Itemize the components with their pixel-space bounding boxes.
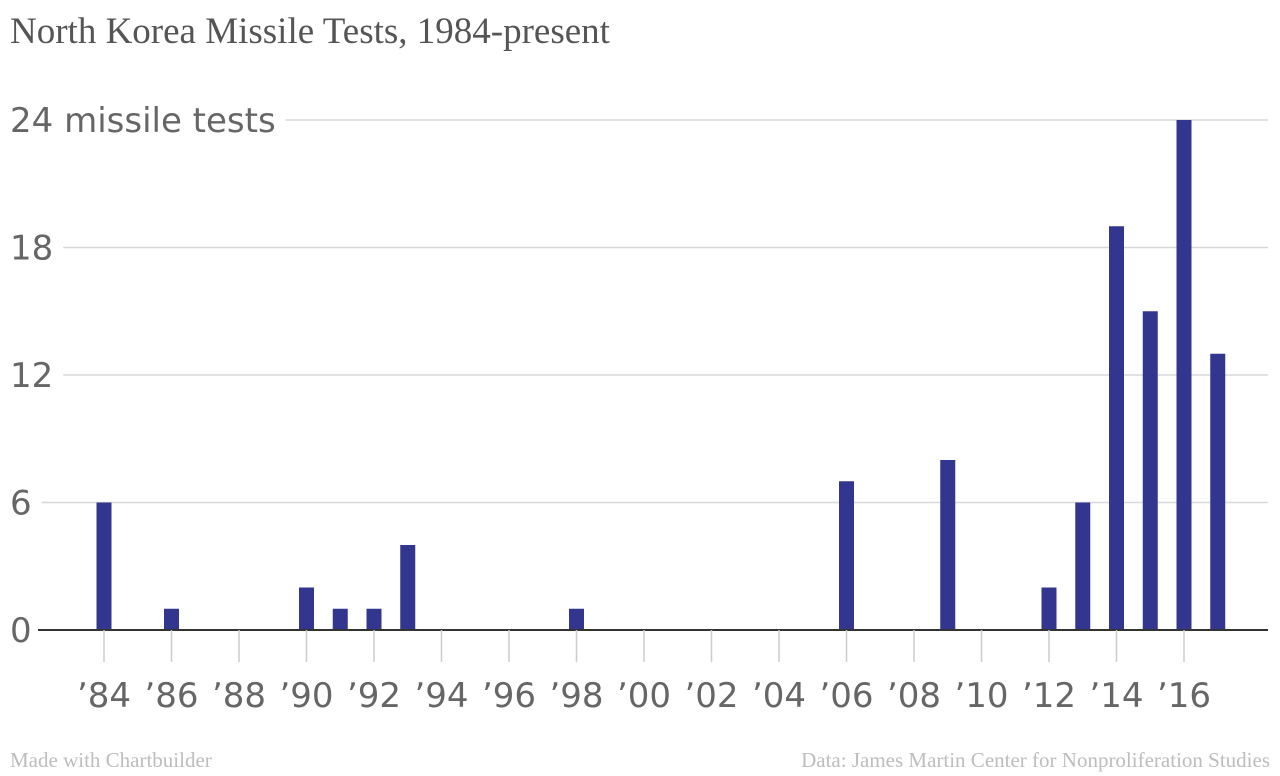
footer-source: Data: James Martin Center for Nonprolife… [801, 748, 1270, 772]
x-tick-label: ’94 [414, 676, 468, 716]
bar-2006 [839, 481, 854, 630]
bar-2017 [1210, 353, 1226, 630]
bar-2016 [1176, 120, 1192, 630]
x-tick-label: ’88 [212, 676, 266, 716]
bar-1991 [332, 608, 348, 630]
x-tick-label: ’86 [144, 676, 198, 716]
y-tick-label: 6 [10, 484, 32, 524]
y-tick-label: 0 [10, 611, 32, 651]
y-axis-labels: 0 6 12 18 24 missile tests [10, 101, 276, 651]
bar-2014 [1109, 226, 1124, 630]
bar-2015 [1142, 311, 1158, 630]
x-tick-label: ’14 [1089, 676, 1143, 716]
bar-2009 [940, 460, 956, 630]
x-tick-label: ’00 [617, 676, 671, 716]
chart-title: North Korea Missile Tests, 1984-present [10, 11, 610, 52]
bar-1990 [299, 587, 314, 630]
bar-1998 [569, 608, 584, 630]
gridlines [41, 119, 1268, 504]
x-tick-label: ’92 [347, 676, 401, 716]
x-tick-label: ’90 [279, 676, 333, 716]
y-tick-label: 24 missile tests [10, 101, 276, 141]
x-tick-label: ’84 [77, 676, 131, 716]
x-tick-label: ’96 [482, 676, 536, 716]
bar-1986 [164, 608, 179, 630]
y-tick-label: 18 [10, 229, 53, 269]
x-tick-label: ’06 [819, 676, 873, 716]
bar-1993 [400, 545, 416, 630]
x-tick-label: ’12 [1022, 676, 1076, 716]
x-tick-label: ’16 [1157, 676, 1211, 716]
bar-2013 [1075, 502, 1091, 630]
x-tick-label: ’10 [954, 676, 1008, 716]
y-tick-label: 12 [10, 356, 53, 396]
bar-1992 [366, 608, 382, 630]
x-tick-label: ’02 [684, 676, 738, 716]
bar-2012 [1041, 587, 1057, 630]
bars [96, 120, 1226, 630]
bar-1984 [96, 502, 112, 630]
footer-credit: Made with Chartbuilder [10, 748, 212, 772]
x-tick-label: ’08 [887, 676, 941, 716]
x-tick-label: ’04 [752, 676, 806, 716]
x-axis: ’84 ’86 ’88 ’90 ’92 ’94 ’96 ’98 ’00 ’02 ’04 ’06 ’08 ’… [38, 629, 1268, 716]
x-tick-label: ’98 [549, 676, 603, 716]
